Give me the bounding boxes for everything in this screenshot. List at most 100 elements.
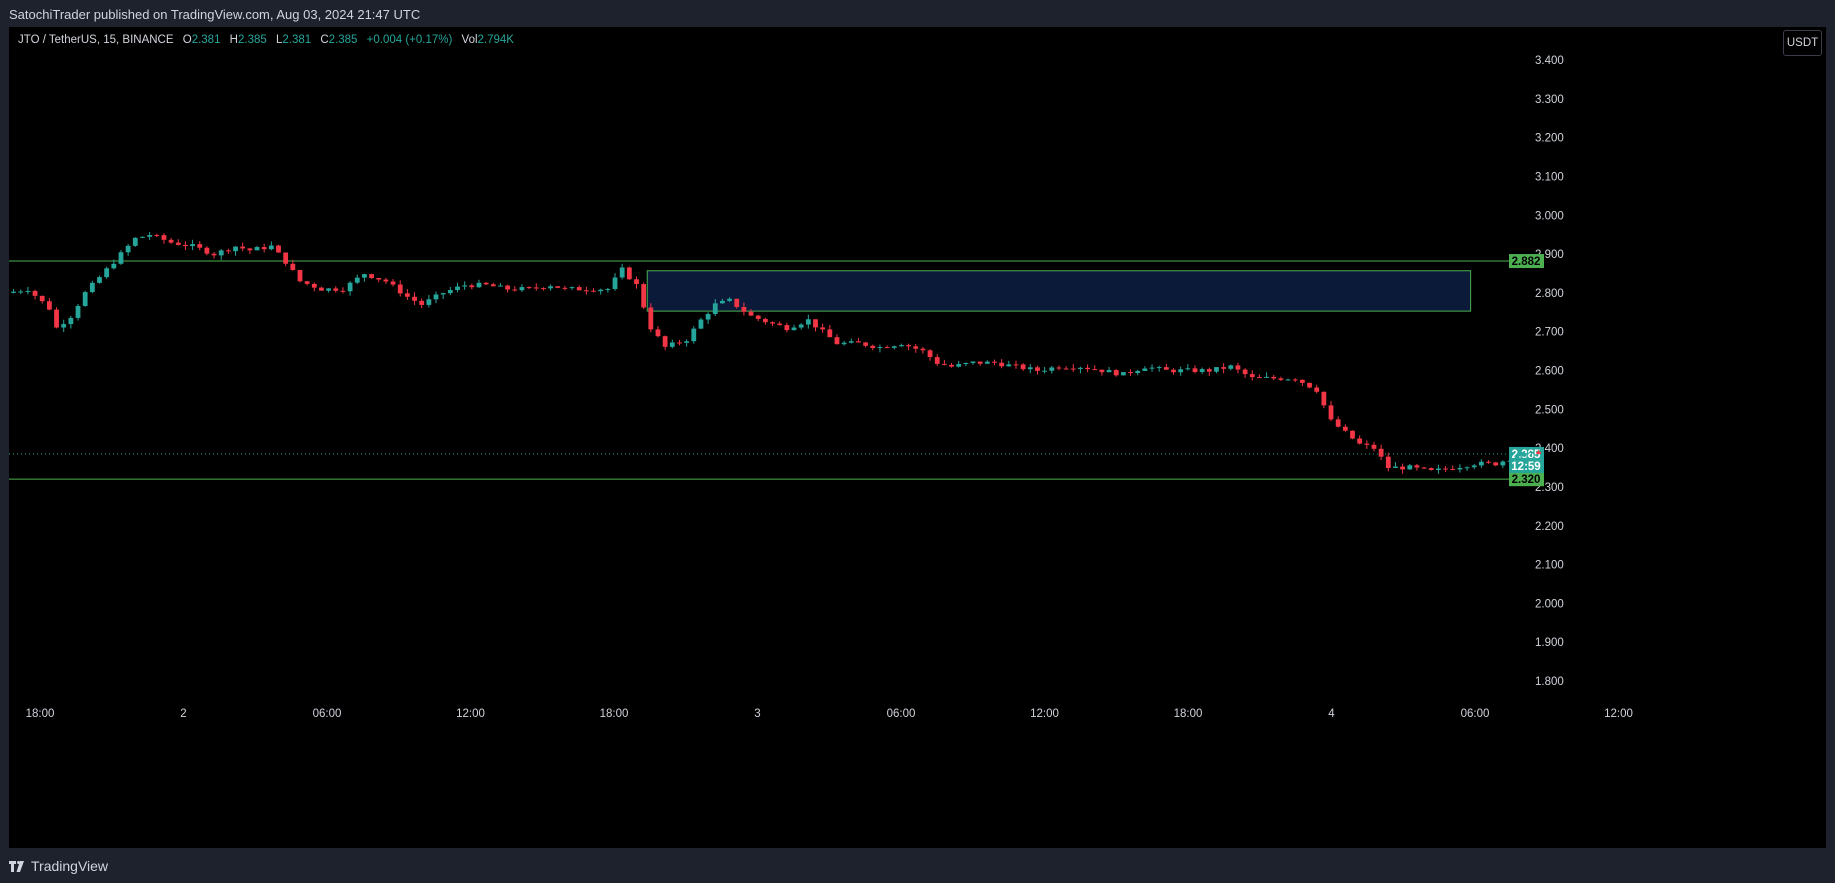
candle-body <box>583 290 589 292</box>
candle-body <box>1421 467 1427 469</box>
candle-body <box>111 263 117 269</box>
candle-body <box>290 263 296 270</box>
candle-body <box>841 342 847 345</box>
candle-body <box>225 250 231 252</box>
candle-body <box>748 311 754 316</box>
candle-body <box>54 309 59 328</box>
candle-body <box>397 284 403 294</box>
candle-body <box>1249 374 1255 378</box>
symbol-title[interactable]: JTO / TetherUS, 15, BINANCE <box>18 34 174 46</box>
tradingview-logo[interactable]: TradingView <box>9 858 108 874</box>
candle-body <box>1242 369 1248 375</box>
candle-body <box>247 248 253 251</box>
candle-body <box>1450 468 1456 470</box>
y-tick-label: 1.800 <box>1535 676 1564 688</box>
candle-body <box>1371 444 1377 449</box>
candle-body <box>362 274 367 278</box>
x-tick-label: 4 <box>1328 708 1335 720</box>
candle-body <box>992 361 997 363</box>
y-tick-label: 2.800 <box>1535 288 1564 300</box>
candle-body <box>1027 367 1033 370</box>
candle-body <box>1521 453 1527 457</box>
close-value: 2.385 <box>328 34 358 46</box>
candle-body <box>691 328 697 342</box>
candle-body <box>505 285 511 290</box>
symbol-legend: JTO / TetherUS, 15, BINANCE O2.381 H2.38… <box>18 34 520 46</box>
candle-body <box>1271 376 1277 379</box>
candle-body <box>426 299 432 305</box>
bar-countdown-label: 12:59 <box>1511 461 1540 473</box>
candle-body <box>32 290 38 296</box>
candle-body <box>132 237 138 246</box>
candle-body <box>104 268 110 278</box>
candle-body <box>254 247 260 251</box>
candle-body <box>1536 451 1542 454</box>
candle-body <box>1206 369 1212 372</box>
y-tick-label: 3.200 <box>1535 133 1564 145</box>
candle-body <box>1113 370 1119 376</box>
footer: TradingView <box>0 848 1835 883</box>
resistance-zone[interactable] <box>646 270 1472 312</box>
y-tick-label: 3.400 <box>1535 55 1564 67</box>
candle-body <box>1070 368 1076 370</box>
candle-body <box>1163 367 1169 370</box>
high-label: H <box>229 34 238 46</box>
candle-body <box>784 325 790 331</box>
candle-body <box>1350 430 1355 439</box>
x-tick-label: 06:00 <box>887 708 916 720</box>
candle-body <box>261 247 267 250</box>
x-tick-label: 12:00 <box>1604 708 1633 720</box>
candle-body <box>140 236 145 238</box>
high-value: 2.385 <box>237 34 267 46</box>
candle-body <box>891 346 897 348</box>
candle-body <box>1063 368 1069 370</box>
candle-body <box>1099 369 1105 373</box>
currency-button[interactable]: USDT <box>1783 30 1822 56</box>
open-value: 2.381 <box>191 34 221 46</box>
candle-body <box>404 293 410 297</box>
candle-body <box>927 350 933 358</box>
candle-body <box>440 293 446 295</box>
candle-body <box>118 252 124 264</box>
chart-area[interactable]: 3.400 3.300 3.200 3.100 3.000 2.900 2.800 2.700… <box>9 27 1826 848</box>
candle-body <box>383 279 389 282</box>
candle-body <box>1042 370 1048 372</box>
candle-body <box>899 345 904 347</box>
open-label: O <box>182 34 192 46</box>
candle-body <box>612 277 618 290</box>
candle-body <box>634 279 639 285</box>
chart-canvas[interactable]: 3.4003.3003.2003.1003.0002.9002.8002.700… <box>9 27 1826 848</box>
candle-body <box>1056 367 1062 369</box>
candle-body <box>762 318 768 323</box>
low-label: L <box>275 34 283 46</box>
candle-body <box>1457 467 1463 470</box>
candle-body <box>1106 370 1112 373</box>
candle-body <box>447 290 453 294</box>
candle-body <box>1321 391 1327 406</box>
candle-body <box>963 362 969 365</box>
candle-body <box>190 244 195 247</box>
candle-body <box>1342 426 1348 431</box>
x-tick-label: 06:00 <box>313 708 342 720</box>
candle-body <box>1400 466 1406 470</box>
candle-body <box>734 298 740 308</box>
candle-body <box>183 244 188 247</box>
x-tick-label: 12:00 <box>456 708 485 720</box>
candle-body <box>977 361 983 364</box>
x-tick-label: 18:00 <box>26 708 55 720</box>
candle-body <box>970 361 976 363</box>
candle-body <box>662 336 668 347</box>
candle-body <box>533 287 539 289</box>
candle-body <box>684 341 690 343</box>
volume-value: 2.794K <box>477 34 514 46</box>
candle-body <box>304 281 310 284</box>
candle-body <box>605 289 611 291</box>
candle-body <box>319 287 324 291</box>
level-price-tag <box>1509 472 1544 487</box>
candle-body <box>913 346 919 349</box>
candle-body <box>984 361 990 364</box>
candle-body <box>541 288 546 290</box>
candle-body <box>1314 387 1320 392</box>
candle-body <box>1393 466 1398 469</box>
candle-body <box>755 315 761 319</box>
